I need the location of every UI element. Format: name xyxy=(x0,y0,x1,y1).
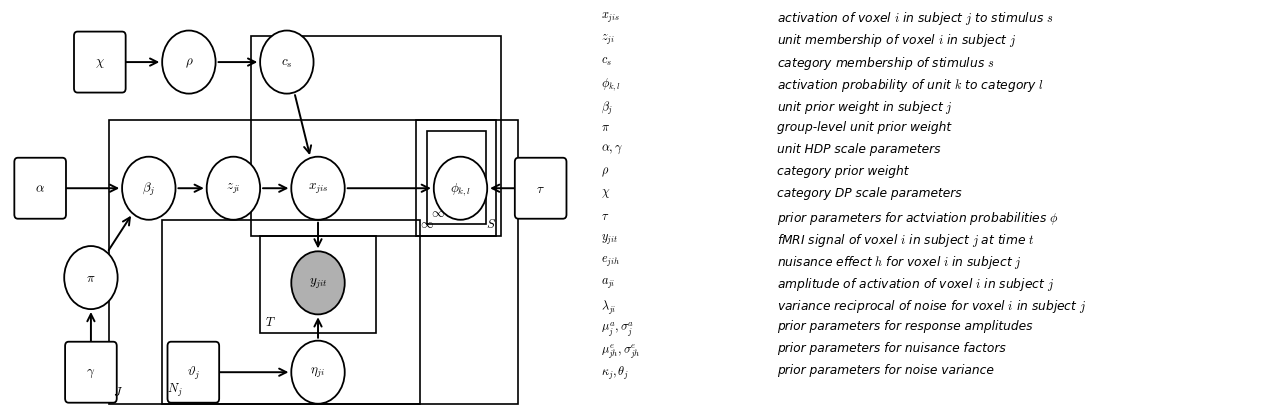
Text: $a_{ji}$: $a_{ji}$ xyxy=(602,275,616,289)
Circle shape xyxy=(162,31,216,94)
Circle shape xyxy=(291,157,345,220)
Circle shape xyxy=(291,252,345,315)
Text: prior parameters for response amplitudes: prior parameters for response amplitudes xyxy=(777,319,1033,333)
Text: $z_{ji}$: $z_{ji}$ xyxy=(226,182,240,196)
Text: $\alpha, \gamma$: $\alpha, \gamma$ xyxy=(602,143,623,156)
Text: $\rho$: $\rho$ xyxy=(185,56,193,70)
Text: fMRI signal of voxel $i$ in subject $j$ at time $t$: fMRI signal of voxel $i$ in subject $j$ … xyxy=(777,231,1035,248)
Text: $\gamma$: $\gamma$ xyxy=(86,366,96,379)
Text: $x_{jis}$: $x_{jis}$ xyxy=(602,10,621,24)
Text: $\infty$: $\infty$ xyxy=(431,206,445,219)
Text: unit membership of voxel $i$ in subject $j$: unit membership of voxel $i$ in subject … xyxy=(777,32,1016,49)
Text: activation of voxel $i$ in subject $j$ to stimulus $s$: activation of voxel $i$ in subject $j$ t… xyxy=(777,10,1054,27)
Text: $\beta_j$: $\beta_j$ xyxy=(602,99,613,115)
Text: $\kappa_j, \theta_j$: $\kappa_j, \theta_j$ xyxy=(602,364,629,380)
Text: $\phi_{k,l}$: $\phi_{k,l}$ xyxy=(450,180,471,197)
Text: unit HDP scale parameters: unit HDP scale parameters xyxy=(777,143,940,156)
Text: prior parameters for noise variance: prior parameters for noise variance xyxy=(777,364,994,377)
FancyBboxPatch shape xyxy=(168,342,219,403)
Text: activation probability of unit $k$ to category $l$: activation probability of unit $k$ to ca… xyxy=(777,76,1044,93)
FancyBboxPatch shape xyxy=(75,32,125,93)
FancyBboxPatch shape xyxy=(66,342,116,403)
Circle shape xyxy=(434,157,487,220)
Text: prior parameters for nuisance factors: prior parameters for nuisance factors xyxy=(777,342,1006,355)
Text: $\infty$: $\infty$ xyxy=(421,218,435,231)
Text: nuisance effect $h$ for voxel $i$ in subject $j$: nuisance effect $h$ for voxel $i$ in sub… xyxy=(777,253,1021,270)
Text: $x_{jis}$: $x_{jis}$ xyxy=(308,182,329,196)
Text: $y_{jit}$: $y_{jit}$ xyxy=(308,276,327,290)
Text: amplitude of activation of voxel $i$ in subject $j$: amplitude of activation of voxel $i$ in … xyxy=(777,275,1054,292)
FancyBboxPatch shape xyxy=(514,158,566,219)
Text: $\alpha$: $\alpha$ xyxy=(35,182,46,195)
Text: group-level unit prior weight: group-level unit prior weight xyxy=(777,121,952,134)
Text: $z_{ji}$: $z_{ji}$ xyxy=(602,32,616,46)
Circle shape xyxy=(260,31,313,94)
Text: $S$: $S$ xyxy=(487,218,495,231)
Text: $\mu^a_j, \sigma^a_j$: $\mu^a_j, \sigma^a_j$ xyxy=(602,319,635,337)
Text: category membership of stimulus $s$: category membership of stimulus $s$ xyxy=(777,54,995,71)
Text: $\vartheta_j$: $\vartheta_j$ xyxy=(187,364,200,381)
Text: $c_s$: $c_s$ xyxy=(602,54,612,67)
Text: $\phi_{k,l}$: $\phi_{k,l}$ xyxy=(602,76,621,93)
Text: $\chi$: $\chi$ xyxy=(95,56,105,70)
Text: $\eta_{ji}$: $\eta_{ji}$ xyxy=(311,365,326,380)
Circle shape xyxy=(123,157,176,220)
Text: variance reciprocal of noise for voxel $i$ in subject $j$: variance reciprocal of noise for voxel $… xyxy=(777,297,1086,314)
Text: $c_s$: $c_s$ xyxy=(281,56,293,70)
Text: category DP scale parameters: category DP scale parameters xyxy=(777,187,962,200)
Text: $\rho$: $\rho$ xyxy=(602,165,609,178)
Text: $\chi$: $\chi$ xyxy=(602,187,611,200)
Text: unit prior weight in subject $j$: unit prior weight in subject $j$ xyxy=(777,99,953,115)
Text: $\tau$: $\tau$ xyxy=(602,209,609,222)
Text: category prior weight: category prior weight xyxy=(777,165,909,178)
Text: prior parameters for actviation probabilities $\phi$: prior parameters for actviation probabil… xyxy=(777,209,1059,226)
Text: $\pi$: $\pi$ xyxy=(602,121,611,134)
Text: $N_j$: $N_j$ xyxy=(167,382,182,398)
Text: $\mu^e_{jh}, \sigma^e_{jh}$: $\mu^e_{jh}, \sigma^e_{jh}$ xyxy=(602,342,641,360)
Text: $e_{jih}$: $e_{jih}$ xyxy=(602,253,621,267)
Text: $y_{jit}$: $y_{jit}$ xyxy=(602,231,618,245)
Text: $J$: $J$ xyxy=(114,386,123,398)
Text: $T$: $T$ xyxy=(264,315,276,328)
Text: $\tau$: $\tau$ xyxy=(536,182,545,195)
Text: $\beta_j$: $\beta_j$ xyxy=(143,180,155,197)
Circle shape xyxy=(291,341,345,404)
Circle shape xyxy=(64,247,118,309)
FancyBboxPatch shape xyxy=(14,158,66,219)
Circle shape xyxy=(207,157,260,220)
Text: $\lambda_{ji}$: $\lambda_{ji}$ xyxy=(602,297,617,315)
Text: $\pi$: $\pi$ xyxy=(86,272,96,284)
